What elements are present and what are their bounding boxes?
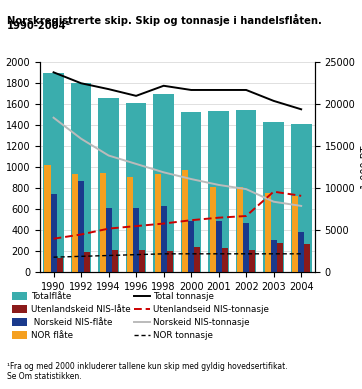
Bar (45, 165, 51, 272)
Bar (291, 124, 311, 272)
Bar (139, 250, 145, 272)
Bar (127, 177, 133, 272)
Bar (243, 223, 249, 272)
Bar (216, 221, 222, 272)
Bar (208, 110, 229, 272)
Text: 1990-2004¹: 1990-2004¹ (7, 21, 71, 32)
Bar (222, 248, 228, 272)
Bar (181, 112, 201, 272)
Bar (56, 258, 63, 272)
Bar (72, 173, 78, 272)
Bar (43, 73, 64, 272)
Bar (304, 244, 310, 272)
Bar (265, 193, 271, 272)
Bar (126, 103, 146, 272)
Bar (277, 244, 283, 272)
Bar (78, 181, 84, 272)
Bar (249, 250, 255, 272)
Bar (84, 252, 90, 272)
Bar (153, 94, 174, 272)
Bar (100, 173, 106, 272)
Bar (264, 122, 284, 272)
Bar (292, 196, 298, 272)
Bar (51, 194, 56, 272)
Bar (236, 110, 256, 272)
Bar (194, 247, 200, 272)
Bar (133, 208, 139, 272)
Bar (237, 187, 243, 272)
Bar (210, 187, 216, 272)
Legend: Totalflåte, Utenlandskeid NIS-låte,  Norskeid NIS-flåte, NOR flåte, Total tonnas: Totalflåte, Utenlandskeid NIS-låte, Nors… (12, 292, 269, 340)
Bar (111, 250, 118, 272)
Text: Norskregistrerte skip. Skip og tonnasje i handelsflåten.: Norskregistrerte skip. Skip og tonnasje … (7, 14, 322, 26)
Bar (98, 98, 119, 272)
Text: ¹Fra og med 2000 inkluderer tallene kun skip med gyldig hovedsertifikat.
Se Om s: ¹Fra og med 2000 inkluderer tallene kun … (7, 362, 288, 381)
Bar (155, 173, 161, 272)
Bar (71, 83, 91, 272)
Bar (182, 170, 188, 272)
Bar (167, 251, 173, 272)
Bar (271, 240, 277, 272)
Y-axis label: 1 000 BT: 1 000 BT (361, 145, 362, 189)
Bar (106, 208, 111, 272)
Bar (188, 221, 194, 272)
Bar (298, 232, 304, 272)
Bar (161, 206, 167, 272)
